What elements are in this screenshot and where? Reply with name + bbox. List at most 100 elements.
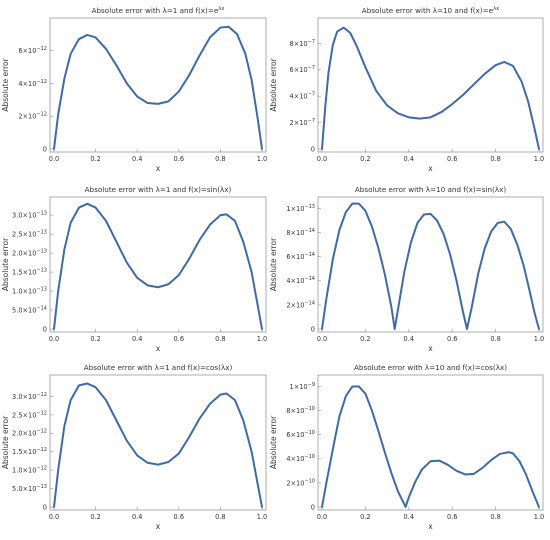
y-tick-exponent: −12: [36, 447, 47, 453]
y-tick-mantissa: 8×10: [286, 407, 304, 415]
y-tick-mantissa: 0: [311, 503, 315, 511]
x-tick-label: 0.6: [447, 513, 458, 521]
y-tick-exponent: −13: [36, 484, 47, 490]
y-tick-label: 6×10−7: [290, 65, 316, 74]
y-tick-exponent: −14: [36, 305, 47, 311]
chart-title-prefix: Absolute error with: [355, 185, 426, 194]
y-tick-mantissa: 4×10: [290, 93, 308, 101]
y-tick-mantissa: 2×10: [290, 119, 308, 127]
y-tick-exponent: −12: [36, 429, 47, 435]
x-axis-label: x: [156, 164, 161, 173]
x-tick-label: 1.0: [534, 155, 545, 163]
y-axis-label: Absolute error: [269, 415, 278, 469]
y-tick-label: 3.0×10−13: [12, 211, 47, 220]
y-tick-label: 0: [43, 503, 47, 511]
y-tick-exponent: −10: [304, 430, 315, 436]
y-axis-label: Absolute error: [1, 237, 10, 291]
chart-title: Absolute error with λ=10 and f(x)=cos(λx…: [354, 363, 507, 372]
x-tick-label: 0.8: [215, 335, 226, 343]
y-tick-exponent: −13: [36, 230, 47, 236]
y-tick-label: 0: [311, 503, 315, 511]
plot-frame: [317, 17, 544, 153]
y-tick-mantissa: 4×10: [286, 277, 304, 285]
x-tick-label: 0.8: [490, 335, 501, 343]
y-tick-label: 8×10−14: [286, 228, 315, 237]
x-axis-label: x: [428, 344, 433, 353]
y-axis-label: Absolute error: [269, 57, 278, 111]
y-tick-exponent: −7: [308, 118, 315, 124]
y-tick-mantissa: 0: [43, 503, 47, 511]
y-tick-label: 2.5×10−12: [12, 410, 47, 419]
y-tick-label: 4×10−7: [290, 92, 316, 101]
y-tick-mantissa: 2.5×10: [12, 231, 36, 239]
y-tick-exponent: −9: [308, 382, 315, 388]
y-tick-mantissa: 2.5×10: [12, 411, 36, 419]
y-tick-label: 5.0×10−14: [12, 305, 47, 314]
y-tick-exponent: −10: [304, 454, 315, 460]
y-axis-label: Absolute error: [1, 57, 10, 111]
chart-title-prefix: Absolute error with: [354, 363, 425, 372]
chart-title-superscript: λx: [493, 6, 499, 12]
y-tick-exponent: −12: [36, 112, 47, 118]
y-tick-label: 3.0×10−12: [12, 392, 47, 401]
y-tick-exponent: −10: [304, 478, 315, 484]
y-tick-exponent: −14: [304, 276, 315, 282]
y-tick-exponent: −12: [36, 79, 47, 85]
y-tick-label: 6×10−14: [286, 252, 315, 261]
y-tick-mantissa: 2×10: [286, 479, 304, 487]
x-tick-label: 0.8: [215, 513, 226, 521]
chart-title: Absolute error with λ=10 and f(x)=sin(λx…: [355, 185, 506, 194]
x-tick-label: 1.0: [257, 513, 268, 521]
y-tick-label: 4×10−10: [286, 454, 315, 463]
y-tick-mantissa: 6×10: [286, 253, 304, 261]
x-tick-label: 0.2: [90, 335, 101, 343]
y-tick-label: 2×10−10: [286, 478, 315, 487]
y-tick-label: 2.5×10−13: [12, 230, 47, 239]
y-tick-exponent: −13: [36, 286, 47, 292]
y-tick-label: 2×10−12: [18, 112, 47, 121]
y-tick-exponent: −7: [308, 92, 315, 98]
series-line: [321, 385, 540, 508]
y-tick-mantissa: 5.0×10: [12, 306, 36, 314]
y-tick-exponent: −10: [304, 406, 315, 412]
x-tick-label: 0.8: [490, 155, 501, 163]
x-tick-label: 0.0: [317, 155, 328, 163]
series-line: [321, 26, 540, 150]
y-tick-mantissa: 6×10: [286, 431, 304, 439]
chart-panel-6: Absolute error with λ=10 and f(x)=cos(λx…: [269, 363, 544, 531]
y-tick-exponent: −12: [36, 410, 47, 416]
x-tick-label: 0.4: [132, 155, 143, 163]
y-tick-label: 1×10−9: [290, 382, 316, 391]
x-tick-label: 0.6: [174, 155, 185, 163]
y-tick-mantissa: 0: [43, 325, 47, 333]
y-tick-mantissa: 0: [43, 145, 47, 153]
x-tick-label: 0.2: [90, 155, 101, 163]
y-tick-mantissa: 2×10: [286, 301, 304, 309]
y-tick-label: 1×10−13: [286, 204, 315, 213]
y-axis-label: Absolute error: [1, 415, 10, 469]
chart-panel-5: Absolute error with λ=1 and f(x)=cos(λx)…: [1, 363, 267, 531]
series-line: [53, 25, 263, 150]
plot-frame: [317, 196, 544, 333]
chart-title-suffix: λx): [495, 185, 507, 194]
y-tick-mantissa: 2.0×10: [12, 430, 36, 438]
y-tick-label: 1.5×10−13: [12, 267, 47, 276]
x-tick-label: 0.2: [90, 513, 101, 521]
x-axis-label: x: [156, 522, 161, 531]
chart-title-body: λ=10 and f(x)=sin(: [426, 185, 495, 194]
chart-panel-3: Absolute error with λ=1 and f(x)=sin(λx)…: [1, 185, 267, 353]
y-tick-label: 4×10−14: [286, 276, 315, 285]
y-tick-mantissa: 8×10: [286, 229, 304, 237]
y-tick-mantissa: 3.0×10: [12, 212, 36, 220]
y-tick-label: 6×10−12: [18, 46, 47, 55]
series-line: [321, 202, 540, 330]
y-tick-exponent: −12: [36, 46, 47, 52]
chart-title-body: λ=10 and f(x)=e: [433, 6, 494, 15]
x-tick-label: 0.2: [360, 513, 371, 521]
chart-title-body: λ=1 and f(x)=sin(: [156, 185, 221, 194]
y-tick-exponent: −12: [36, 392, 47, 398]
chart-title-suffix: λx): [496, 363, 508, 372]
y-tick-mantissa: 1×10: [286, 205, 304, 213]
